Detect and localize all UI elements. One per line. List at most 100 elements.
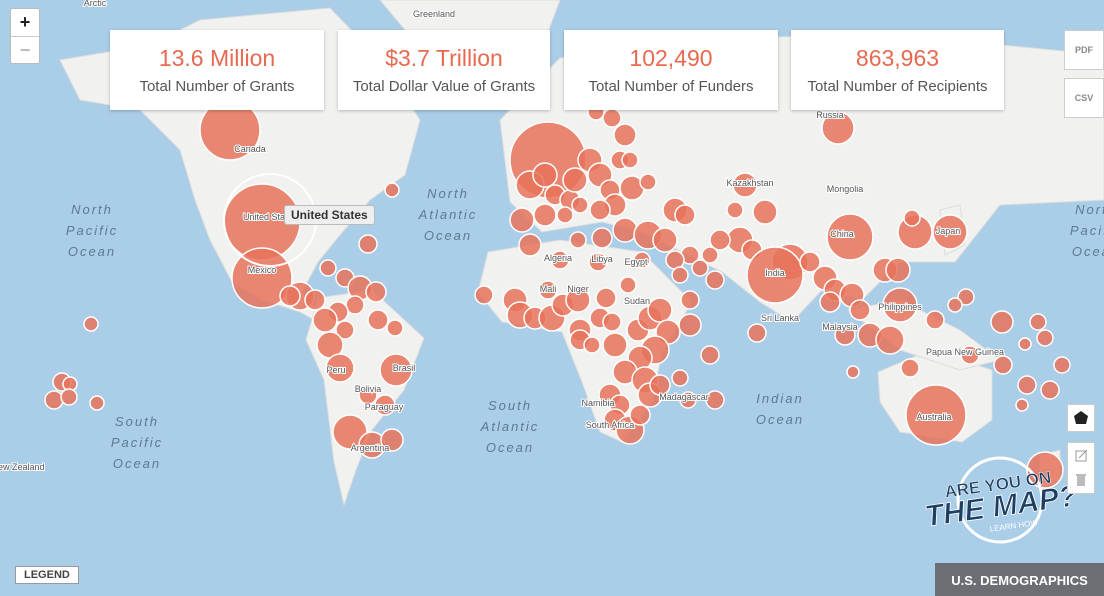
bubble	[705, 270, 725, 290]
legend-button[interactable]: LEGEND	[15, 566, 79, 584]
ocean-label: Ocean	[1072, 244, 1104, 259]
place-label: Egypt	[624, 257, 648, 267]
bubble	[652, 227, 678, 253]
bubble	[231, 247, 293, 309]
ocean-label: Pacific	[111, 435, 163, 450]
export-csv[interactable]: CSV	[1064, 78, 1104, 118]
bubble	[358, 385, 378, 405]
bubble	[89, 395, 105, 411]
promo-ring	[956, 456, 1044, 544]
bubble	[705, 390, 725, 410]
bubble	[374, 394, 396, 416]
place-label: Australia	[916, 412, 951, 422]
demographics-button[interactable]: U.S. DEMOGRAPHICS	[935, 563, 1104, 596]
bubble	[562, 167, 588, 193]
bubble	[647, 297, 673, 323]
bubble	[588, 252, 608, 272]
ocean-label: Indian	[756, 391, 803, 406]
stat-card: $3.7 Trillion Total Dollar Value of Gran…	[338, 30, 550, 110]
bubble	[1040, 380, 1060, 400]
ocean-label: North	[71, 202, 113, 217]
bubble	[602, 332, 628, 358]
bubble	[595, 287, 617, 309]
ocean-label: Atlantic	[480, 419, 540, 434]
place-label: Madagascar	[659, 392, 709, 402]
icon	[1075, 449, 1088, 486]
bubble	[674, 204, 696, 226]
bubble	[1053, 356, 1071, 374]
bubble	[960, 345, 980, 365]
tooltip: United States	[284, 205, 375, 225]
stat-value: 102,490	[629, 45, 713, 71]
bubble	[726, 201, 744, 219]
bubble	[532, 162, 558, 188]
place-label: Niger	[567, 284, 589, 294]
stat-card: 102,490 Total Number of Funders	[564, 30, 778, 110]
bubble	[747, 323, 767, 343]
bubble	[83, 316, 99, 332]
bubble	[649, 374, 671, 396]
place-label: Mongolia	[827, 184, 864, 194]
bubble	[932, 214, 968, 250]
zoom-out[interactable]: −	[11, 36, 39, 64]
draw-polygon[interactable]	[1067, 404, 1095, 432]
bubble	[639, 173, 657, 191]
place-label: Sudan	[624, 296, 650, 306]
ocean-label: Ocean	[756, 412, 804, 427]
bubble	[752, 199, 778, 225]
place-label: South Africa	[586, 420, 635, 430]
bubble	[60, 388, 78, 406]
place-label: Papua New Guinea	[926, 347, 1004, 357]
place-label: Philippines	[878, 302, 922, 312]
place-label: Kazakhstan	[726, 178, 773, 188]
bubble	[925, 310, 945, 330]
ocean-label: South	[115, 414, 159, 429]
stat-label: Total Number of Grants	[139, 78, 295, 95]
bubbles	[44, 99, 1071, 489]
place-label: India	[765, 268, 785, 278]
place-label: Brasil	[393, 363, 416, 373]
zoom-control: + −	[10, 8, 40, 64]
ocean-label: Ocean	[68, 244, 116, 259]
bubble	[1036, 329, 1054, 347]
bubble	[569, 231, 587, 249]
place-label: Malaysia	[822, 322, 858, 332]
stat-value: 13.6 Million	[158, 45, 276, 71]
export-pdf[interactable]: PDF	[1064, 30, 1104, 70]
bubble	[367, 309, 389, 331]
ocean-label: North	[427, 186, 469, 201]
place-label: Bolivia	[355, 384, 382, 394]
bubble	[332, 414, 368, 450]
place-label: Mali	[540, 284, 557, 294]
bubble	[993, 355, 1013, 375]
bubble	[591, 227, 613, 249]
bubble	[379, 353, 413, 387]
bubble	[885, 257, 911, 283]
bubble	[701, 246, 719, 264]
bubble	[509, 207, 535, 233]
bubble	[474, 285, 494, 305]
bubble	[612, 217, 638, 243]
bubble	[538, 280, 558, 300]
bubble	[380, 428, 404, 452]
ocean-label: Pacific	[66, 223, 118, 238]
bubble	[834, 324, 856, 346]
bubble	[849, 299, 871, 321]
bubble	[846, 365, 860, 379]
bubble	[691, 259, 709, 277]
bubble	[629, 404, 651, 426]
bubble	[875, 325, 905, 355]
place-label: Libya	[591, 254, 613, 264]
ocean-label: Ocean	[486, 440, 534, 455]
edit-tools[interactable]	[1067, 442, 1095, 494]
bubble	[671, 266, 689, 284]
place-label: Canada	[234, 144, 266, 154]
bubble	[619, 276, 637, 294]
bubble	[821, 111, 855, 145]
place-label: China	[830, 229, 854, 239]
place-label: Namibia	[581, 398, 614, 408]
zoom-in[interactable]: +	[19, 12, 31, 32]
bubble	[304, 289, 326, 311]
